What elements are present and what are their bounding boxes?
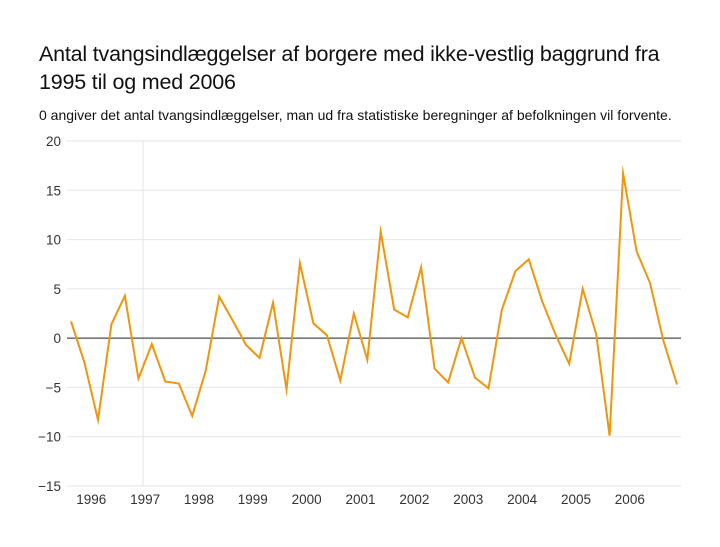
x-tick-label: 2004: [507, 492, 538, 507]
series-line: [70, 164, 678, 436]
y-axis-ticks: 20 15 10 5 0 −5 −10 −15: [38, 134, 61, 494]
x-tick-label: 2005: [561, 492, 591, 507]
x-tick-label: 2003: [453, 492, 483, 507]
y-tick-label: 15: [46, 183, 61, 198]
y-tick-label: 10: [46, 233, 61, 248]
x-tick-label: 1999: [238, 492, 268, 507]
x-tick-label: 1998: [184, 492, 214, 507]
y-tick-label: −10: [38, 430, 61, 445]
y-tick-label: −15: [38, 479, 61, 494]
x-axis-ticks: 1996 1997 1998 1999 2000 2001 2002 2003 2004 2005…: [76, 492, 645, 507]
x-tick-label: 2002: [399, 492, 429, 507]
x-tick-label: 2000: [292, 492, 322, 507]
y-tick-label: 0: [53, 331, 61, 346]
chart-subtitle: 0 angiver det antal tvangsindlæggelser, …: [39, 107, 672, 123]
data-series: [70, 164, 678, 436]
y-tick-label: 5: [53, 282, 61, 297]
y-tick-label: 20: [46, 134, 61, 149]
gridlines: [67, 140, 681, 487]
x-tick-label: 2001: [346, 492, 376, 507]
y-tick-label: −5: [46, 380, 61, 395]
x-tick-label: 1997: [130, 492, 160, 507]
x-tick-label: 1996: [76, 492, 106, 507]
x-tick-label: 2006: [615, 492, 645, 507]
chart-title: Antal tvangsindlæggelser af borgere med …: [39, 42, 660, 94]
